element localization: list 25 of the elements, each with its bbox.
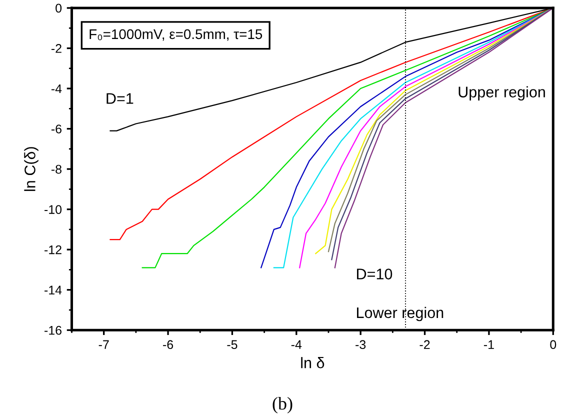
x-tick-label: -2 [420, 340, 430, 349]
annotation: Upper region [458, 86, 545, 100]
x-tick-label: -5 [227, 340, 238, 350]
y-tick-label: 0 [56, 4, 62, 13]
y-tick-label: -2 [51, 44, 62, 53]
x-axis-title: ln δ [301, 357, 324, 368]
y-tick-label: -16 [44, 326, 62, 335]
y-tick-label: -8 [51, 164, 62, 174]
annotation: D=10 [357, 268, 392, 280]
annotation: F₀=1000mV, ε=0.5mm, τ=15 [90, 29, 262, 41]
x-tick-label: -3 [356, 340, 366, 350]
y-tick-label: -6 [51, 124, 62, 134]
y-tick-label: -4 [51, 84, 62, 94]
y-tick-label: -10 [44, 205, 62, 214]
x-tick-label: -7 [98, 340, 109, 349]
x-tick-label: -1 [484, 340, 494, 349]
y-tick-label: -12 [44, 245, 62, 254]
y-axis-title: ln C(δ) [24, 147, 38, 191]
x-tick-label: -4 [291, 340, 302, 349]
x-tick-label: 0 [550, 340, 556, 350]
annotation: D=1 [106, 93, 134, 104]
y-tick-label: -14 [44, 286, 62, 294]
text: (b) [272, 396, 292, 414]
annotation: Lower region [357, 306, 444, 322]
x-tick-label: -6 [163, 340, 174, 350]
